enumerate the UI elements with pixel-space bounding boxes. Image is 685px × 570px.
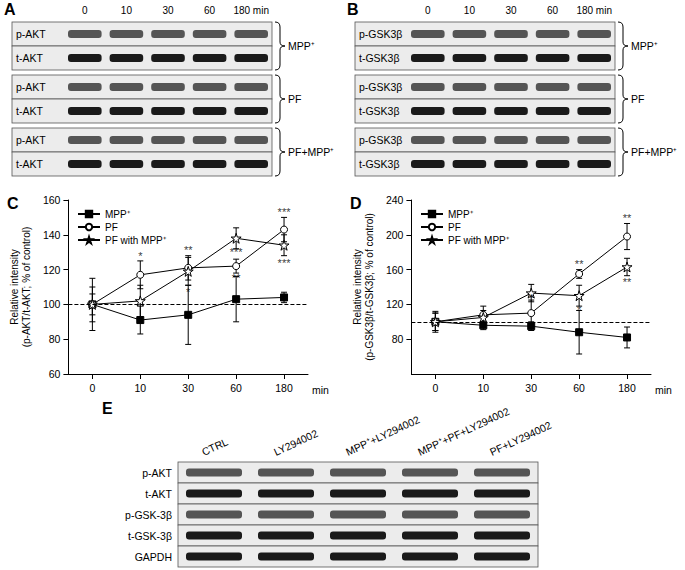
svg-text:60: 60 xyxy=(573,382,585,394)
svg-text:*: * xyxy=(529,292,534,304)
svg-text:MPP⁺+LY294002: MPP⁺+LY294002 xyxy=(344,413,422,458)
svg-text:PF: PF xyxy=(288,93,301,105)
svg-text:t-AKT: t-AKT xyxy=(16,52,43,64)
svg-text:80: 80 xyxy=(49,333,61,345)
svg-text:(p-GSK3β/t-GSK3β; % of control: (p-GSK3β/t-GSK3β; % of control) xyxy=(364,213,375,361)
svg-text:A: A xyxy=(4,1,16,18)
svg-text:PF with MPP⁺: PF with MPP⁺ xyxy=(105,235,167,246)
svg-text:**: ** xyxy=(623,212,632,224)
svg-text:PF+LY294002: PF+LY294002 xyxy=(488,419,554,458)
svg-text:60: 60 xyxy=(204,5,216,16)
svg-text:0: 0 xyxy=(82,5,88,16)
svg-text:180: 180 xyxy=(275,382,293,394)
svg-text:p-GSK3β: p-GSK3β xyxy=(359,81,402,93)
svg-text:Relative intensity: Relative intensity xyxy=(352,249,363,325)
svg-text:10: 10 xyxy=(477,382,489,394)
svg-text:t-AKT: t-AKT xyxy=(16,158,43,170)
svg-text:30: 30 xyxy=(505,5,517,16)
svg-text:80: 80 xyxy=(392,333,404,345)
svg-text:30: 30 xyxy=(162,5,174,16)
svg-text:PF+MPP⁺: PF+MPP⁺ xyxy=(631,146,677,158)
svg-text:D: D xyxy=(350,195,362,212)
svg-text:LY294002: LY294002 xyxy=(272,427,320,458)
svg-text:PF: PF xyxy=(448,222,461,233)
svg-text:10: 10 xyxy=(134,382,146,394)
svg-text:min: min xyxy=(655,384,672,396)
svg-text:p-AKT: p-AKT xyxy=(16,134,46,146)
svg-text:PF: PF xyxy=(105,222,118,233)
svg-text:p-AKT: p-AKT xyxy=(142,467,172,479)
svg-text:t-AKT: t-AKT xyxy=(16,105,43,117)
svg-text:MPP⁺: MPP⁺ xyxy=(105,209,131,220)
svg-text:p-GSK3β: p-GSK3β xyxy=(359,28,402,40)
svg-text:p-AKT: p-AKT xyxy=(16,81,46,93)
svg-text:60: 60 xyxy=(49,368,61,380)
svg-text:GAPDH: GAPDH xyxy=(135,551,172,563)
svg-text:180: 180 xyxy=(618,382,636,394)
svg-text:240: 240 xyxy=(386,194,404,206)
svg-text:MPP⁺: MPP⁺ xyxy=(448,209,474,220)
svg-text:100: 100 xyxy=(43,298,61,310)
svg-text:30: 30 xyxy=(182,382,194,394)
svg-text:t-GSK3β: t-GSK3β xyxy=(359,158,399,170)
svg-text:0: 0 xyxy=(89,382,95,394)
svg-text:160: 160 xyxy=(386,264,404,276)
svg-text:t-GSK3β: t-GSK3β xyxy=(359,52,399,64)
svg-text:p-GSK-3β: p-GSK-3β xyxy=(125,509,172,521)
svg-text:140: 140 xyxy=(43,229,61,241)
svg-text:CTRL: CTRL xyxy=(200,435,230,458)
svg-text:t-GSK-3β: t-GSK-3β xyxy=(128,530,172,542)
svg-text:Relative intensity: Relative intensity xyxy=(9,249,20,325)
svg-text:*: * xyxy=(186,286,191,298)
svg-text:180 min: 180 min xyxy=(233,5,269,16)
svg-text:60: 60 xyxy=(230,382,242,394)
svg-text:120: 120 xyxy=(43,264,61,276)
svg-text:*: * xyxy=(577,304,582,316)
svg-text:**: ** xyxy=(232,272,241,284)
svg-text:**: ** xyxy=(623,276,632,288)
svg-text:t-AKT: t-AKT xyxy=(145,488,172,500)
svg-text:p-AKT: p-AKT xyxy=(16,28,46,40)
svg-text:MPP⁺+PF+LY294002: MPP⁺+PF+LY294002 xyxy=(415,404,512,458)
svg-text:(p-AKT/t-AKT; % of control): (p-AKT/t-AKT; % of control) xyxy=(21,227,32,348)
svg-text:120: 120 xyxy=(386,298,404,310)
svg-text:MPP⁺: MPP⁺ xyxy=(288,40,315,52)
svg-text:60: 60 xyxy=(547,5,559,16)
svg-text:0: 0 xyxy=(432,382,438,394)
svg-text:160: 160 xyxy=(43,194,61,206)
svg-text:0: 0 xyxy=(425,5,431,16)
svg-text:PF: PF xyxy=(631,93,644,105)
svg-text:***: *** xyxy=(278,206,292,218)
svg-text:t-GSK3β: t-GSK3β xyxy=(359,105,399,117)
svg-text:E: E xyxy=(102,400,113,417)
svg-text:10: 10 xyxy=(464,5,476,16)
svg-text:200: 200 xyxy=(386,229,404,241)
svg-text:PF+MPP⁺: PF+MPP⁺ xyxy=(288,146,334,158)
svg-text:180 min: 180 min xyxy=(576,5,612,16)
svg-text:PF with MPP⁺: PF with MPP⁺ xyxy=(448,235,510,246)
svg-text:*: * xyxy=(138,250,143,262)
svg-text:**: ** xyxy=(184,244,193,256)
svg-text:10: 10 xyxy=(121,5,133,16)
svg-text:***: *** xyxy=(278,257,292,269)
svg-text:min: min xyxy=(312,384,329,396)
svg-text:**: ** xyxy=(575,258,584,270)
svg-text:p-GSK3β: p-GSK3β xyxy=(359,134,402,146)
svg-text:MPP⁺: MPP⁺ xyxy=(631,40,658,52)
svg-text:C: C xyxy=(7,195,19,212)
svg-text:B: B xyxy=(347,1,359,18)
svg-text:30: 30 xyxy=(525,382,537,394)
svg-text:***: *** xyxy=(230,246,244,258)
